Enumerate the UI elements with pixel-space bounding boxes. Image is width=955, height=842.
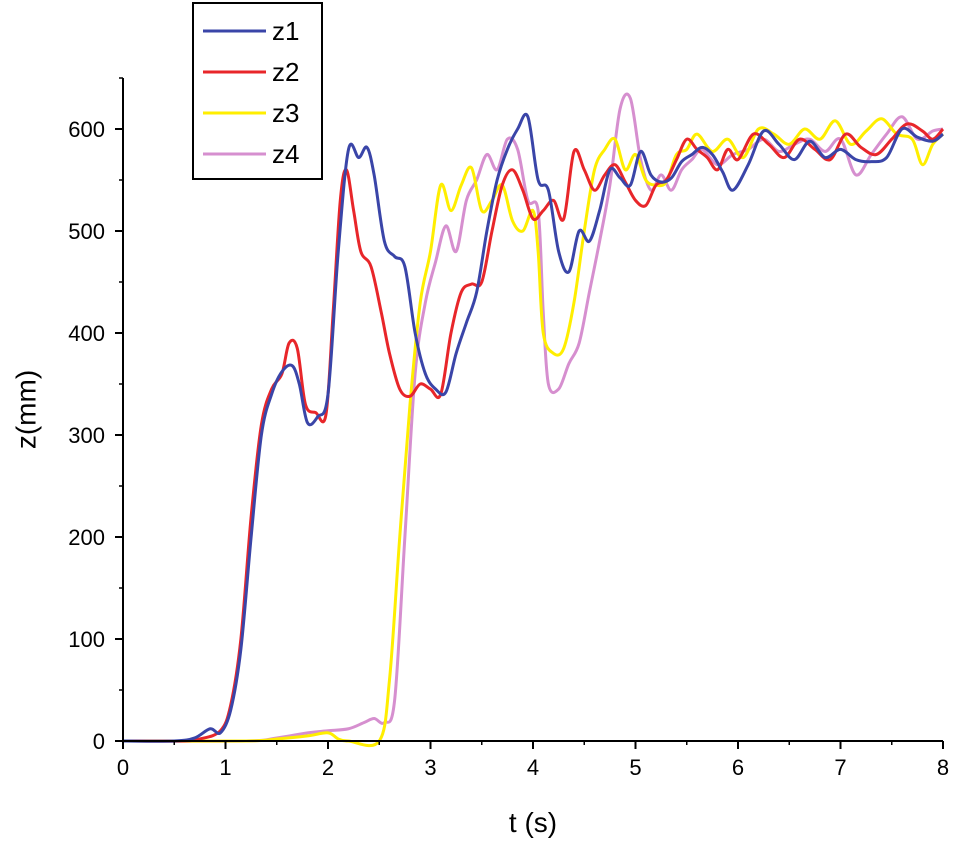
y-tick-label: 200: [68, 525, 105, 550]
legend-label-z3: z3: [272, 98, 299, 128]
x-tick-label: 8: [937, 755, 949, 780]
plot-lines: [122, 92, 945, 748]
y-tick-label: 100: [68, 627, 105, 652]
series-line-z1: [122, 112, 944, 743]
y-tick-label: 300: [68, 423, 105, 448]
series-line-z3: [122, 117, 945, 748]
legend-label-z2: z2: [272, 57, 299, 87]
series-line-z4: [122, 92, 944, 743]
x-ticks: 0 1 2 3 4 5 6 7 8: [117, 741, 949, 780]
y-axis-title: z(mm): [10, 370, 41, 449]
x-tick-label: 7: [834, 755, 846, 780]
x-tick-label: 2: [322, 755, 334, 780]
x-tick-label: 4: [527, 755, 539, 780]
x-tick-label: 6: [732, 755, 744, 780]
y-ticks: 0 100 200 300 400 500 600: [68, 77, 123, 754]
x-tick-label: 0: [117, 755, 129, 780]
y-tick-label: 400: [68, 321, 105, 346]
x-tick-label: 1: [219, 755, 231, 780]
y-tick-label: 500: [68, 219, 105, 244]
legend-label-z4: z4: [272, 139, 299, 169]
y-tick-label: 600: [68, 117, 105, 142]
legend: z1 z2 z3 z4: [192, 2, 323, 180]
series-line-z2: [122, 122, 945, 743]
x-tick-label: 3: [424, 755, 436, 780]
legend-label-z1: z1: [272, 16, 299, 46]
y-tick-label: 0: [93, 729, 105, 754]
x-axis-title: t (s): [509, 807, 557, 838]
x-tick-label: 5: [629, 755, 641, 780]
